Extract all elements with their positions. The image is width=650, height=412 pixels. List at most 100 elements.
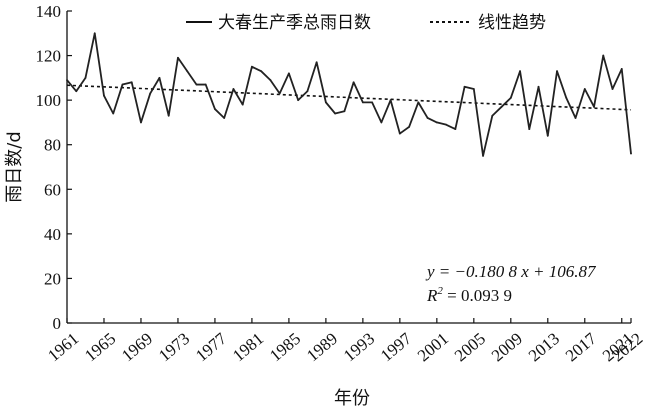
y-tick-label: 80 [44, 136, 61, 155]
data-point [574, 117, 577, 119]
x-tick-label: 1961 [44, 329, 82, 365]
data-point [454, 128, 457, 131]
r-squared-value: = 0.093 9 [443, 286, 512, 305]
x-tick-label: 2017 [562, 329, 601, 366]
data-point [204, 83, 207, 86]
r-squared-sup: 2 [437, 285, 443, 297]
data-point [93, 32, 96, 35]
data-point [380, 121, 383, 124]
data-point [112, 112, 115, 115]
x-tick-label: 2001 [414, 329, 452, 365]
data-point [324, 101, 327, 104]
x-tick-label: 1989 [303, 329, 341, 365]
data-point [389, 99, 392, 102]
x-tick-label: 2005 [451, 329, 489, 365]
y-axis-title: 雨日数/d [4, 131, 25, 203]
data-point [343, 110, 346, 113]
data-point [472, 88, 475, 90]
data-point [130, 81, 133, 84]
data-point [630, 152, 632, 155]
legend-label-rainy-days: 大春生产季总雨日数 [218, 13, 371, 33]
x-tick-label: 1993 [340, 329, 378, 365]
data-point [186, 70, 189, 73]
data-point [537, 85, 540, 88]
data-point [445, 123, 447, 126]
data-point [121, 83, 124, 86]
data-point [426, 117, 429, 119]
y-tick-label: 20 [44, 269, 61, 288]
data-point [602, 54, 605, 57]
data-point [260, 70, 263, 73]
x-tick-label: 1965 [81, 329, 119, 365]
x-tick-label: 1997 [377, 329, 416, 366]
data-point [482, 154, 484, 157]
data-point [177, 56, 179, 59]
data-point [546, 134, 549, 137]
data-point [158, 76, 161, 79]
data-point [519, 70, 521, 73]
data-point [288, 72, 290, 75]
data-point [149, 92, 152, 95]
legend: 大春生产季总雨日数 线性趋势 [186, 13, 546, 33]
x-tick-label: 1977 [192, 329, 231, 366]
data-point [352, 81, 355, 84]
data-point [620, 68, 623, 70]
data-point [565, 97, 568, 99]
y-axis-ticks: 0 20 40 60 80 100 120 140 [36, 2, 72, 333]
x-tick-label: 2013 [525, 329, 563, 365]
x-tick-label: 1969 [118, 329, 156, 365]
x-tick-label: 1973 [155, 329, 193, 365]
data-point [500, 105, 503, 108]
data-point [84, 76, 87, 79]
data-point [509, 97, 512, 99]
axes [66, 11, 631, 324]
data-point [167, 114, 170, 117]
data-point [140, 121, 142, 124]
y-tick-label: 120 [36, 47, 62, 66]
data-point [195, 83, 198, 86]
x-tick-label: 1981 [229, 329, 267, 365]
y-tick-label: 60 [44, 180, 61, 199]
data-point [306, 90, 309, 93]
data-point [269, 79, 272, 81]
data-point [398, 132, 401, 135]
data-point [371, 101, 374, 104]
y-tick-label: 0 [53, 314, 62, 333]
data-point [417, 101, 420, 104]
data-point [611, 88, 614, 90]
y-tick-label: 140 [36, 2, 62, 21]
x-axis-title: 年份 [334, 388, 370, 409]
data-point [66, 79, 68, 81]
r-squared-prefix: R [426, 286, 438, 305]
data-point [408, 125, 410, 128]
data-point [103, 94, 105, 97]
data-point [361, 101, 364, 104]
data-point [583, 88, 586, 90]
data-point [315, 61, 318, 64]
data-point [241, 103, 244, 106]
data-point [463, 85, 466, 88]
data-point [556, 70, 558, 73]
regression-equation: y = −0.180 8 x + 106.87 [425, 262, 597, 281]
x-tick-label: 2009 [488, 329, 526, 365]
data-point [278, 92, 281, 95]
data-point [223, 117, 226, 119]
data-point [251, 65, 253, 68]
data-point [593, 105, 595, 108]
series-layer [66, 32, 632, 157]
x-tick-label: 1985 [266, 329, 304, 365]
data-point [75, 90, 78, 93]
data-point [334, 112, 337, 115]
data-point [435, 121, 438, 124]
data-point [491, 114, 494, 117]
r-squared: R2 = 0.093 9 [426, 285, 512, 305]
x-axis-ticks: 1961196519691973197719811985198919931997… [44, 318, 646, 365]
y-tick-label: 40 [44, 225, 61, 244]
legend-label-trend: 线性趋势 [478, 13, 546, 33]
y-tick-label: 100 [36, 91, 62, 110]
rainy-days-series-line [66, 32, 632, 157]
data-point [214, 108, 216, 110]
data-point [297, 99, 300, 102]
data-point [528, 128, 531, 131]
